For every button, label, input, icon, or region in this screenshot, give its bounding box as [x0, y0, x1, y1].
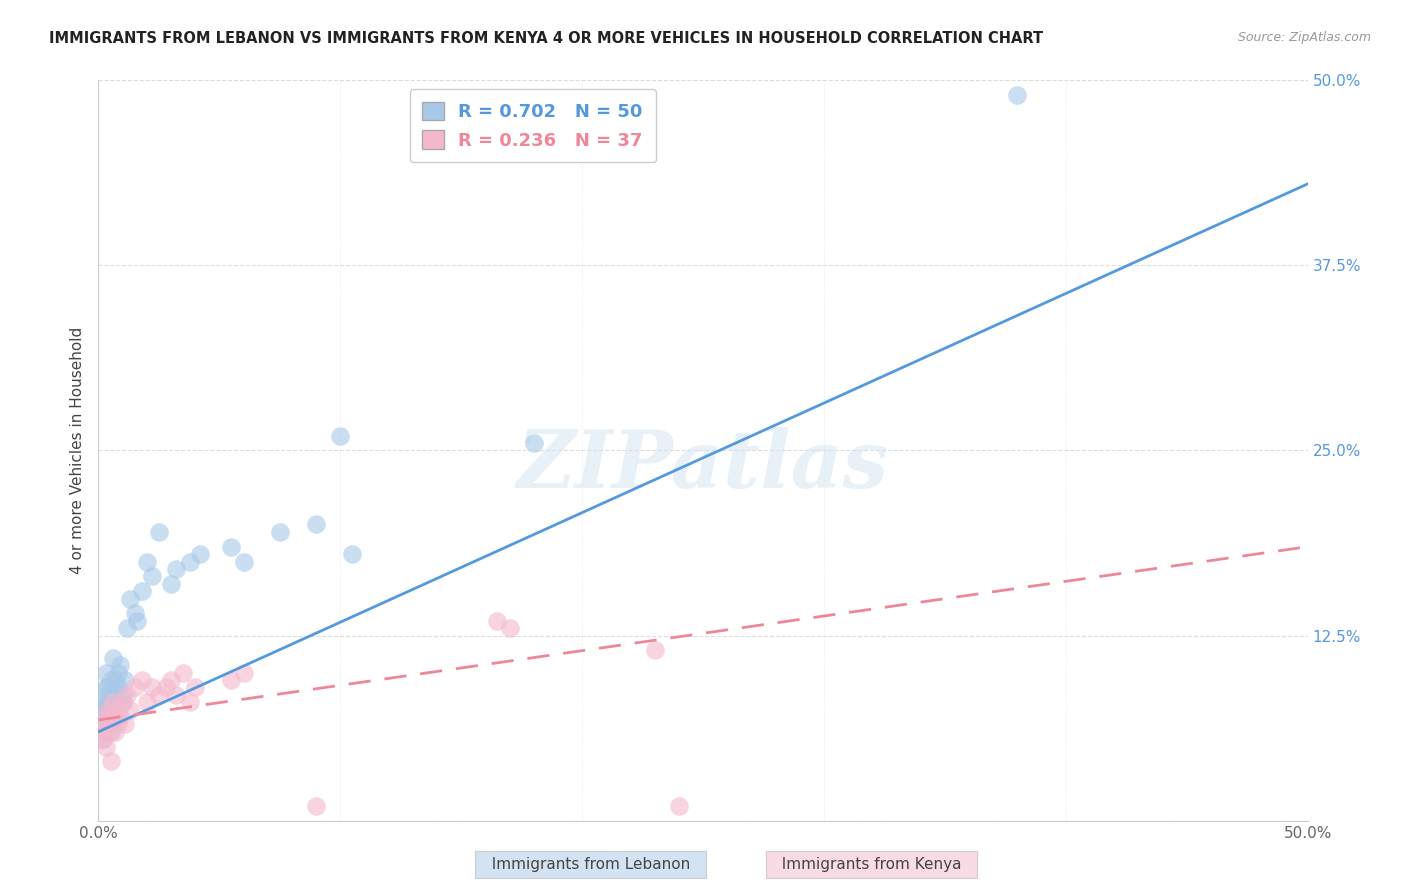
- Point: [111, 695, 134, 709]
- Point: [127, 614, 149, 628]
- Point: [97, 717, 120, 731]
- Point: [94, 688, 117, 702]
- Point: [94, 717, 117, 731]
- Point: [165, 562, 187, 576]
- Point: [101, 710, 124, 724]
- Point: [135, 695, 157, 709]
- Point: [91, 732, 114, 747]
- Point: [94, 710, 117, 724]
- Point: [107, 703, 129, 717]
- Point: [104, 688, 127, 702]
- Point: [305, 798, 328, 813]
- Point: [101, 695, 124, 709]
- Point: [179, 555, 201, 569]
- Point: [117, 621, 139, 635]
- Point: [141, 569, 163, 583]
- Point: [1007, 88, 1029, 103]
- Point: [131, 673, 153, 687]
- Text: Immigrants from Kenya: Immigrants from Kenya: [772, 857, 972, 872]
- Point: [131, 584, 153, 599]
- Point: [523, 436, 546, 450]
- Point: [486, 614, 509, 628]
- Point: [172, 665, 194, 680]
- Point: [90, 717, 112, 731]
- Point: [118, 591, 141, 606]
- Point: [111, 688, 134, 702]
- Point: [90, 703, 112, 717]
- Point: [97, 681, 120, 695]
- Point: [97, 724, 120, 739]
- Point: [668, 798, 690, 813]
- Point: [644, 643, 666, 657]
- Point: [107, 717, 129, 731]
- Point: [155, 681, 177, 695]
- Point: [91, 695, 114, 709]
- Point: [91, 717, 114, 731]
- Text: Immigrants from Lebanon: Immigrants from Lebanon: [481, 857, 700, 872]
- Point: [94, 703, 117, 717]
- Legend: R = 0.702   N = 50, R = 0.236   N = 37: R = 0.702 N = 50, R = 0.236 N = 37: [409, 89, 655, 162]
- Point: [91, 710, 114, 724]
- Point: [100, 703, 122, 717]
- Point: [117, 688, 139, 702]
- Text: Source: ZipAtlas.com: Source: ZipAtlas.com: [1237, 31, 1371, 45]
- Point: [148, 688, 170, 702]
- Point: [305, 517, 328, 532]
- Point: [232, 555, 254, 569]
- Point: [97, 703, 120, 717]
- Point: [94, 665, 117, 680]
- Point: [184, 681, 207, 695]
- Point: [100, 673, 122, 687]
- Point: [101, 650, 124, 665]
- Point: [108, 710, 131, 724]
- Point: [100, 724, 122, 739]
- Point: [141, 681, 163, 695]
- Point: [100, 755, 122, 769]
- Point: [97, 695, 120, 709]
- Point: [101, 695, 124, 709]
- Point: [498, 621, 520, 635]
- Point: [104, 724, 127, 739]
- Point: [101, 710, 124, 724]
- Point: [160, 576, 183, 591]
- Point: [100, 717, 122, 731]
- Point: [124, 607, 146, 621]
- Point: [329, 428, 352, 442]
- Point: [100, 688, 122, 702]
- Y-axis label: 4 or more Vehicles in Household: 4 or more Vehicles in Household: [69, 326, 84, 574]
- Point: [118, 703, 141, 717]
- Point: [148, 524, 170, 539]
- Point: [111, 695, 134, 709]
- Point: [160, 673, 183, 687]
- Point: [221, 540, 243, 554]
- Point: [94, 681, 117, 695]
- Point: [179, 695, 201, 709]
- Point: [90, 724, 112, 739]
- Point: [232, 665, 254, 680]
- Point: [221, 673, 243, 687]
- Point: [135, 555, 157, 569]
- Point: [91, 732, 114, 747]
- Text: IMMIGRANTS FROM LEBANON VS IMMIGRANTS FROM KENYA 4 OR MORE VEHICLES IN HOUSEHOLD: IMMIGRANTS FROM LEBANON VS IMMIGRANTS FR…: [49, 31, 1043, 46]
- Point: [269, 524, 291, 539]
- Point: [94, 739, 117, 754]
- Point: [342, 547, 364, 561]
- Point: [104, 673, 127, 687]
- Point: [107, 665, 129, 680]
- Point: [107, 681, 129, 695]
- Point: [114, 717, 136, 731]
- Text: ZIPatlas: ZIPatlas: [517, 426, 889, 504]
- Point: [188, 547, 211, 561]
- Point: [114, 673, 136, 687]
- Point: [108, 658, 131, 673]
- Point: [91, 724, 114, 739]
- Point: [97, 710, 120, 724]
- Point: [165, 688, 187, 702]
- Point: [124, 681, 146, 695]
